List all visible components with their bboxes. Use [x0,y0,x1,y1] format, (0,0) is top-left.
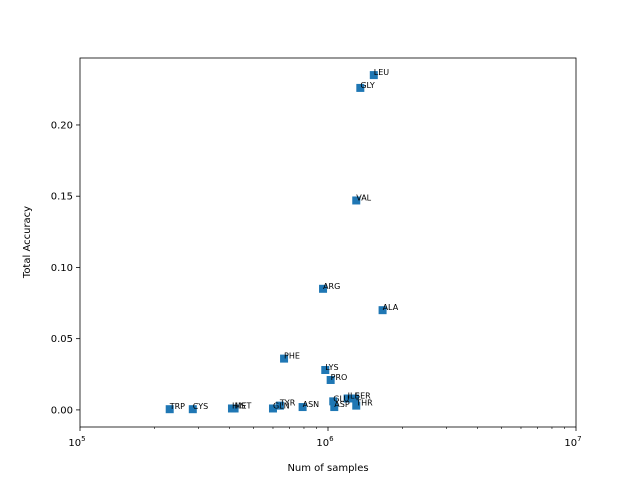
data-point-trp [165,405,174,414]
data-point-tyr [275,401,284,410]
x-axis-label: Num of samples [287,463,368,474]
x-tick-label: 106 [316,435,334,449]
data-point-cys [188,405,197,414]
point-label-ser: SER [355,392,371,401]
data-point-ala [378,306,387,315]
y-tick-label: 0.10 [51,263,73,274]
data-point-gln [268,404,277,413]
point-label-trp: TRP [169,402,185,411]
data-point-val [352,196,361,205]
point-label-ile: ILE [348,392,360,401]
point-label-tyr: TYR [279,399,296,408]
y-tick-label: 0.15 [51,192,73,203]
point-label-glu: GLU [333,394,349,403]
data-point-his [227,404,236,413]
point-label-met: MET [235,401,252,410]
data-marks [165,71,387,414]
data-point-asn [298,403,307,412]
point-label-asn: ASN [303,400,320,409]
point-label-thr: THR [355,399,373,408]
x-tick-label: 107 [564,435,581,449]
data-point-asp [330,403,339,412]
y-tick-label: 0.05 [51,334,73,345]
plot-frame [79,57,577,428]
point-label-gln: GLN [273,401,290,410]
point-label-pro: PRO [331,373,348,382]
point-label-asp: ASP [334,400,350,409]
y-tick-label: 0.20 [51,120,73,131]
point-label-leu: LEU [374,68,390,77]
y-axis: 0.00 0.05 0.10 0.15 0.20 [51,120,80,416]
data-point-glu [329,397,338,406]
point-label-his: HIS [232,401,245,410]
x-tick-label: 105 [68,435,85,449]
point-label-ala: ALA [383,303,399,312]
data-point-arg [319,284,328,293]
data-point-thr [352,401,361,410]
point-label-arg: ARG [323,282,340,291]
x-axis: 105 106 107 [68,427,582,449]
y-tick-label: 0.00 [51,405,73,416]
y-axis-label: Total Accuracy [22,206,33,279]
point-label-gly: GLY [360,81,375,90]
point-label-val: VAL [356,193,371,202]
point-label-lys: LYS [325,363,338,372]
data-point-leu [369,71,378,80]
data-point-ser [351,394,360,403]
point-label-cys: CYS [193,402,208,411]
plot-background [80,58,576,427]
data-point-lys [321,366,330,375]
data-point-pro [326,375,335,384]
point-label-phe: PHE [284,352,300,361]
data-point-ile [343,394,352,403]
data-point-gly [356,83,365,92]
data-point-phe [280,354,289,363]
